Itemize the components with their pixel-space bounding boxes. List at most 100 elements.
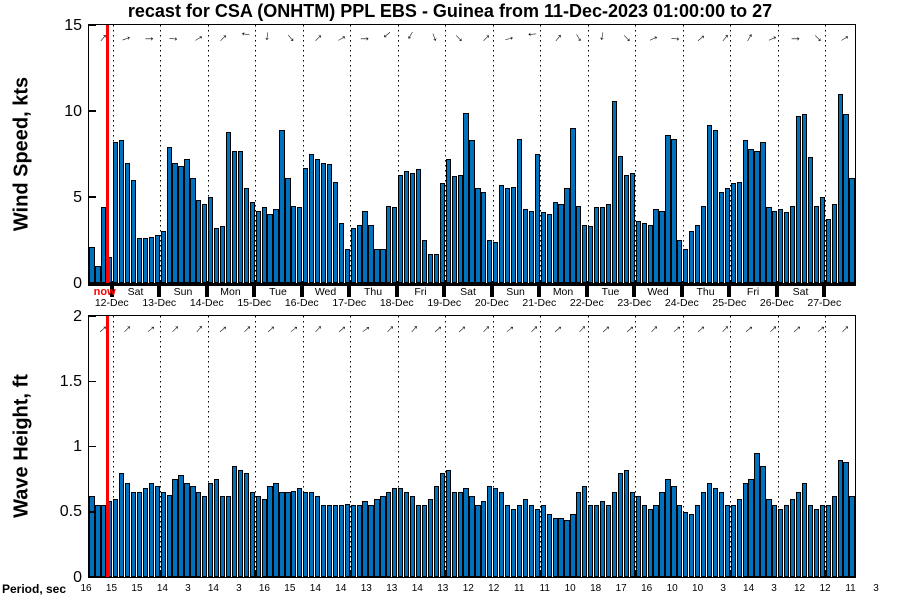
date-label: 23-Dec — [617, 297, 652, 309]
y-tick-mark — [89, 282, 96, 284]
wave-bar — [594, 505, 600, 577]
wind-bar — [214, 227, 220, 283]
wind-bar — [249, 202, 255, 283]
period-value: 10 — [666, 583, 678, 594]
wave-direction-arrow: → — [235, 317, 255, 338]
day-gridline — [777, 25, 779, 283]
date-label: 16-Dec — [284, 297, 319, 309]
wave-bar — [344, 503, 350, 577]
x-tick-mark — [587, 570, 590, 577]
wave-bar — [243, 472, 249, 577]
period-value: 15 — [284, 583, 296, 594]
date-label: 27-Dec — [807, 297, 842, 309]
wind-bar — [469, 140, 475, 283]
wave-direction-arrow: → — [307, 317, 327, 338]
wind-bar — [374, 248, 380, 283]
wind-bar — [831, 203, 837, 283]
wind-bar — [344, 248, 350, 283]
period-value: 16 — [641, 583, 653, 594]
wave-bar — [303, 492, 309, 577]
wave-bar — [510, 509, 517, 577]
period-value: 11 — [845, 583, 856, 594]
wind-ytick-label: 10 — [64, 102, 82, 120]
day-tick-mark — [632, 281, 637, 297]
wave-bar — [356, 505, 362, 577]
wave-direction-arrow: → — [378, 317, 399, 338]
wave-bar — [487, 485, 493, 577]
day-name-label: Mon — [220, 286, 241, 298]
wave-bar — [505, 505, 511, 577]
x-tick-mark — [350, 570, 352, 577]
day-gridline — [445, 316, 447, 577]
wind-bar — [439, 183, 445, 283]
wave-bar — [392, 488, 398, 577]
day-name-label: Thu — [363, 286, 383, 298]
wave-bar — [314, 496, 321, 577]
day-tick-mark — [537, 281, 542, 297]
day-tick-mark — [489, 281, 494, 297]
period-value: 13 — [360, 583, 372, 594]
wind-bar — [493, 241, 499, 283]
wind-bar — [130, 179, 137, 283]
wind-bar — [600, 207, 606, 283]
wave-bar — [695, 505, 701, 577]
wind-bar — [415, 169, 422, 283]
period-value: 14 — [156, 583, 168, 594]
wind-direction-arrow: → — [166, 28, 181, 45]
wave-bar — [807, 505, 814, 577]
wave-bar — [255, 496, 261, 577]
wave-bar — [225, 496, 232, 577]
wind-direction-arrow: → — [546, 26, 567, 47]
wave-bar — [196, 492, 202, 577]
wind-bar — [540, 212, 546, 283]
wave-bar — [309, 492, 315, 577]
y-tick-mark — [89, 380, 96, 382]
period-value: 16 — [80, 583, 92, 594]
y-tick-mark — [89, 196, 96, 198]
wind-bar — [178, 166, 184, 283]
wave-bar — [837, 459, 843, 577]
wave-bar — [677, 505, 683, 577]
wind-bar — [421, 240, 428, 283]
wave-direction-arrow: → — [546, 317, 567, 338]
wind-bar — [386, 205, 392, 283]
wave-bar — [600, 501, 606, 577]
wave-bar — [332, 505, 339, 577]
wave-ytick-label: 2 — [73, 307, 82, 325]
wind-bar — [813, 205, 820, 283]
day-tick-mark — [299, 281, 304, 297]
wave-bar — [552, 518, 558, 577]
wave-bar — [481, 501, 487, 577]
wave-bar — [611, 492, 618, 577]
wave-bar — [166, 494, 172, 577]
wind-bar — [778, 209, 784, 283]
wind-bar — [570, 128, 576, 283]
period-value: 18 — [590, 583, 602, 594]
wind-bar — [730, 183, 736, 283]
wave-bar — [190, 485, 196, 577]
day-gridline — [540, 316, 542, 577]
wave-direction-arrow: → — [331, 317, 351, 338]
wind-bar — [291, 205, 297, 283]
wave-bar — [89, 496, 95, 577]
date-label: 12-Dec — [94, 297, 129, 309]
x-tick-mark — [777, 570, 780, 577]
wind-bar — [338, 222, 344, 283]
wave-bar — [249, 492, 255, 577]
figure-title: recast for CSA (ONHTM) PPL EBS - Guinea … — [127, 1, 773, 21]
wind-bar — [487, 240, 493, 283]
period-value: 3 — [873, 583, 879, 594]
wave-bar — [795, 492, 802, 577]
x-tick-mark — [302, 570, 305, 577]
wind-bar — [516, 138, 523, 283]
wave-bar — [665, 479, 671, 577]
wind-bar — [801, 114, 808, 283]
now-line — [105, 25, 110, 283]
wave-direction-arrow: → — [833, 317, 854, 338]
wave-bar — [730, 505, 736, 577]
wind-bar — [89, 246, 95, 283]
wind-bar — [594, 207, 600, 283]
day-tick-mark — [774, 281, 779, 297]
day-name-label: Sat — [460, 286, 476, 298]
x-tick-mark — [540, 570, 542, 577]
